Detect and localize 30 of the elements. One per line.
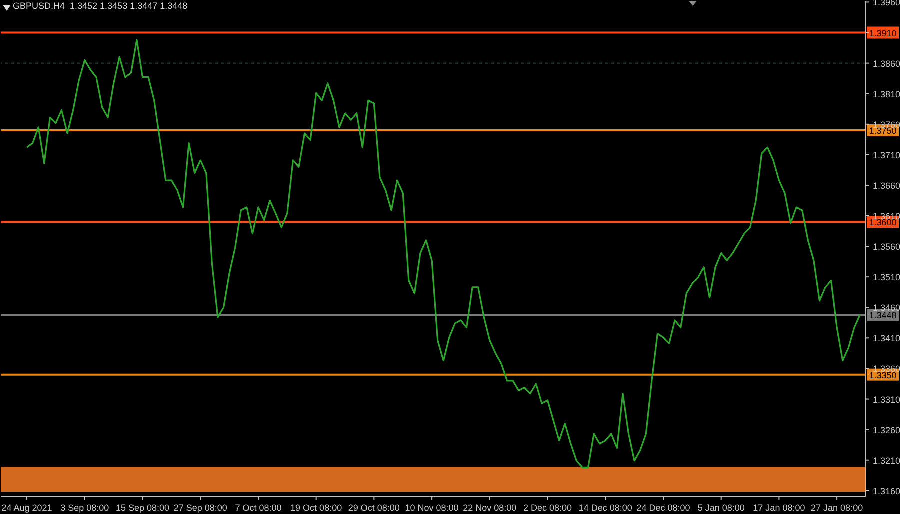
ref-line-label: 1.3448 — [869, 310, 897, 320]
x-tick-label: 27 Sep 08:00 — [174, 503, 228, 513]
y-tick-label: 1.3510 — [873, 272, 900, 283]
line-series — [26, 39, 862, 468]
y-tick-label: 1.3660 — [873, 180, 900, 191]
x-tick-label: 19 Oct 08:00 — [290, 503, 342, 513]
x-tick-label: 3 Sep 08:00 — [60, 503, 110, 513]
y-tick-label: 1.3310 — [873, 394, 900, 405]
y-tick-label: 1.3810 — [873, 89, 900, 100]
y-tick-label: 1.3260 — [873, 425, 900, 436]
y-tick-label: 1.3210 — [873, 456, 900, 466]
y-tick-label: 1.3560 — [873, 242, 900, 252]
x-tick-label: 29 Oct 08:00 — [348, 503, 400, 513]
x-tick-label: 17 Jan 08:00 — [753, 503, 806, 513]
x-tick-label: 27 Jan 08:00 — [811, 503, 864, 513]
ref-line-label: 1.3910 — [869, 28, 897, 38]
y-tick-label: 1.3860 — [873, 58, 900, 69]
y-tick-label: 1.3410 — [873, 334, 900, 344]
x-tick-label: 2 Dec 08:00 — [524, 503, 572, 513]
x-tick-label: 14 Dec 08:00 — [578, 503, 632, 513]
x-tick-label: 15 Sep 08:00 — [116, 503, 170, 513]
x-tick-label: 24 Dec 08:00 — [636, 503, 690, 513]
x-tick-label: 24 Aug 2021 — [2, 503, 52, 513]
x-tick-label: 5 Jan 08:00 — [698, 503, 745, 513]
y-tick-label: 1.3710 — [873, 150, 900, 160]
chart-title: GBPUSD,H4 1.3452 1.3453 1.3447 1.3448 — [13, 1, 188, 11]
x-tick-label: 7 Oct 08:00 — [235, 503, 282, 513]
x-tick-label: 10 Nov 08:00 — [405, 503, 459, 513]
x-tick-label: 22 Nov 08:00 — [463, 503, 517, 513]
y-tick-label: 1.3160 — [873, 486, 900, 496]
